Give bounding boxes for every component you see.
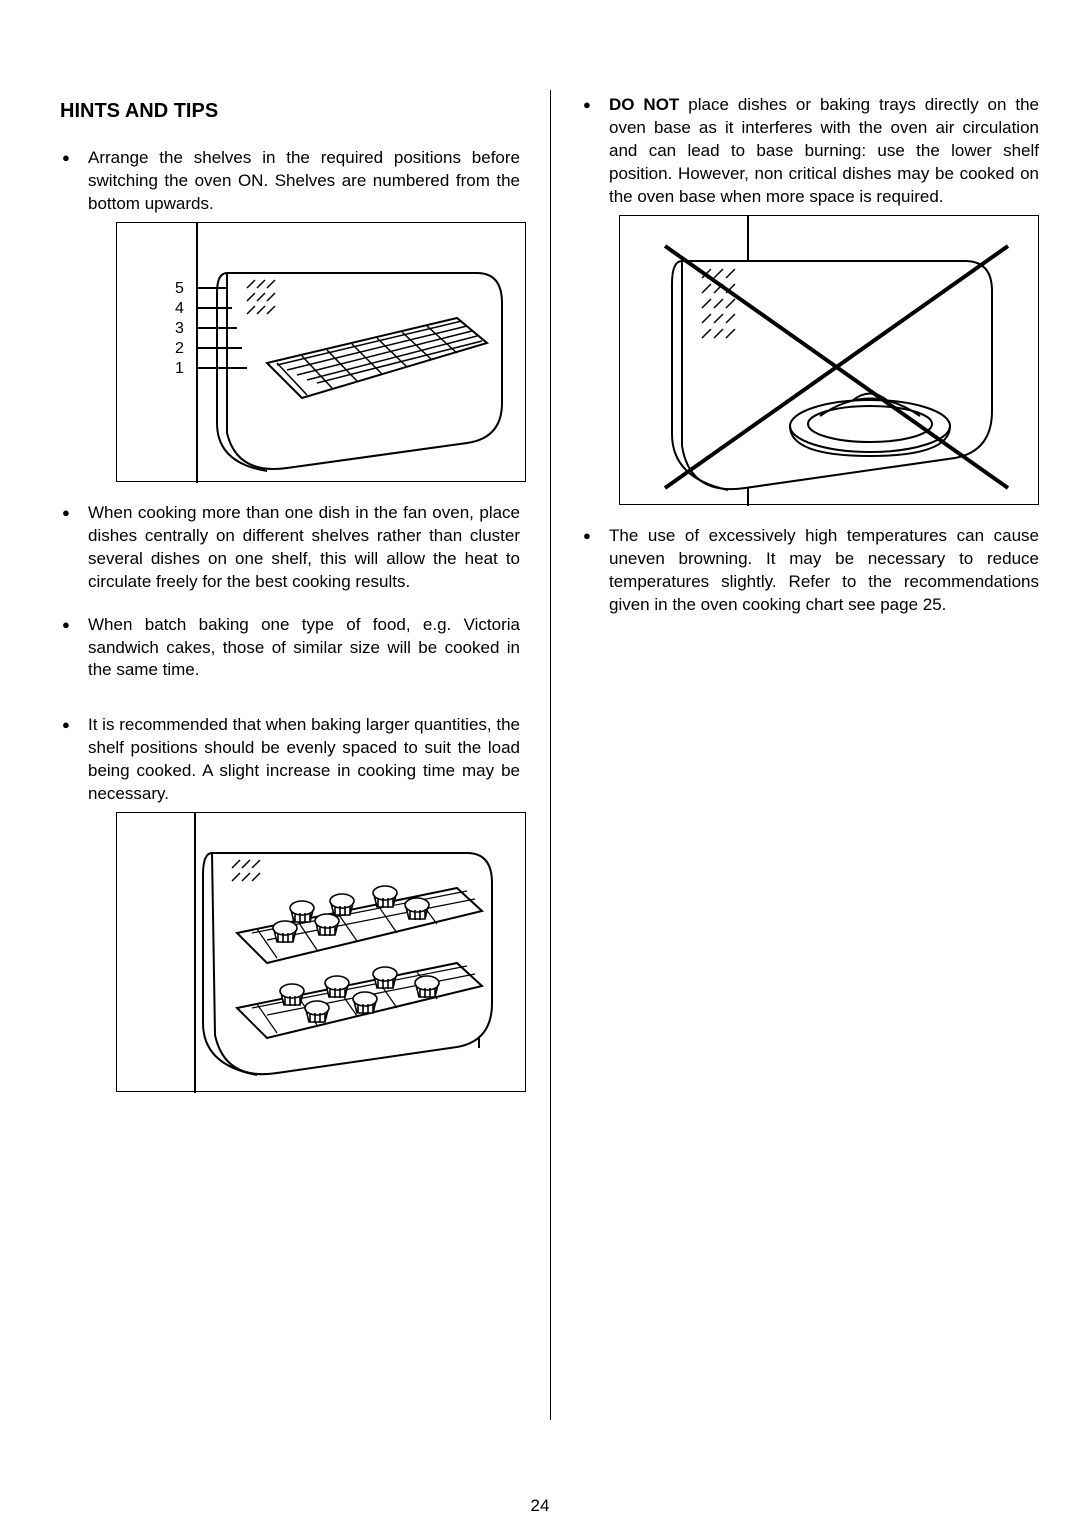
figure-no-base-dish — [619, 215, 1039, 505]
tip-item: When cooking more than one dish in the f… — [60, 502, 520, 594]
tip-item: The use of excessively high temperatures… — [581, 525, 1039, 617]
tip-item: Arrange the shelves in the required posi… — [60, 147, 520, 482]
tip-item: It is recommended that when baking large… — [60, 714, 520, 1092]
shelf-numbering-svg: 5 4 3 2 1 — [117, 223, 527, 483]
tip-text: When cooking more than one dish in the f… — [88, 503, 520, 591]
tips-list-right: DO NOT place dishes or baking trays dire… — [581, 94, 1039, 616]
left-column: HINTS AND TIPS Arrange the shelves in th… — [60, 90, 520, 1420]
tip-bold: DO NOT — [609, 95, 679, 114]
tip-text: When batch baking one type of food, e.g.… — [88, 615, 520, 680]
tip-text: The use of excessively high temperatures… — [609, 526, 1039, 614]
shelf-label: 3 — [175, 320, 184, 337]
tip-text: It is recommended that when baking large… — [88, 715, 520, 803]
figure-batch-baking — [116, 812, 526, 1092]
shelf-label: 4 — [175, 300, 184, 317]
section-heading: HINTS AND TIPS — [60, 100, 520, 123]
batch-baking-svg — [117, 813, 527, 1093]
no-base-dish-svg — [620, 216, 1040, 506]
shelf-label: 1 — [175, 360, 184, 377]
right-column: DO NOT place dishes or baking trays dire… — [581, 90, 1039, 1420]
page-number: 24 — [0, 1496, 1080, 1516]
tip-item: DO NOT place dishes or baking trays dire… — [581, 94, 1039, 505]
tip-text: Arrange the shelves in the required posi… — [88, 148, 520, 213]
shelf-label: 5 — [175, 280, 184, 297]
tips-list-left: Arrange the shelves in the required posi… — [60, 147, 520, 1092]
manual-page: HINTS AND TIPS Arrange the shelves in th… — [0, 0, 1080, 1528]
figure-shelf-numbering: 5 4 3 2 1 — [116, 222, 526, 482]
tip-item: When batch baking one type of food, e.g.… — [60, 614, 520, 683]
two-column-layout: HINTS AND TIPS Arrange the shelves in th… — [60, 90, 1020, 1420]
column-divider — [550, 90, 551, 1420]
shelf-label: 2 — [175, 340, 184, 357]
